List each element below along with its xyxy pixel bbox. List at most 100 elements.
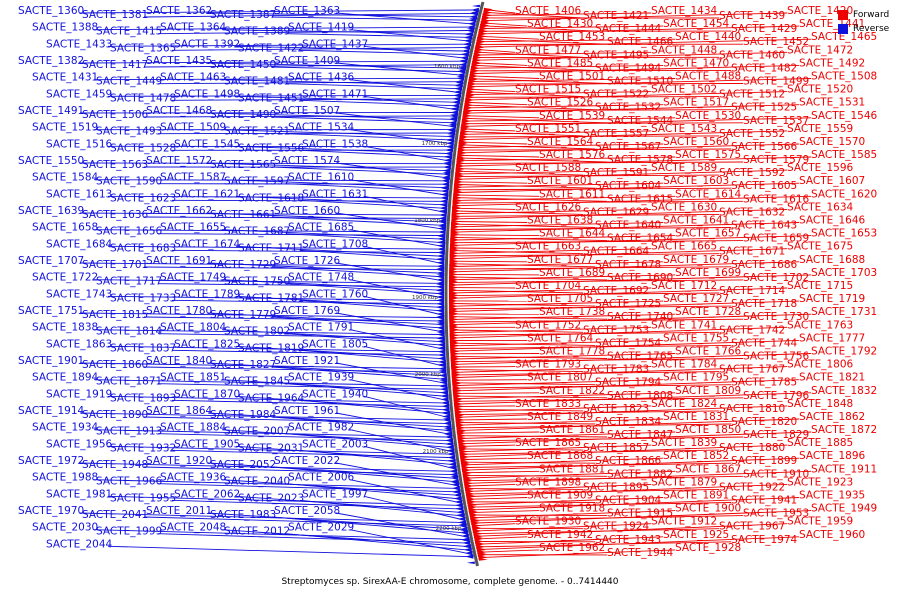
reverse-gene-label: SACTE_1913 bbox=[96, 426, 162, 438]
reverse-gene-label: SACTE_1687 bbox=[224, 226, 290, 238]
forward-connector bbox=[471, 497, 528, 500]
reverse-gene-label: SACTE_1388 bbox=[32, 22, 98, 34]
reverse-connector bbox=[235, 95, 454, 103]
forward-gene-label: SACTE_1430 bbox=[527, 18, 593, 30]
forward-connector bbox=[472, 88, 516, 93]
forward-connector bbox=[483, 25, 800, 35]
forward-gene-label: SACTE_1909 bbox=[527, 490, 593, 502]
forward-connector bbox=[460, 418, 528, 421]
reverse-connector bbox=[271, 66, 460, 72]
forward-gene-feature bbox=[470, 72, 479, 75]
forward-gene-label: SACTE_1959 bbox=[787, 516, 853, 528]
reverse-gene-label: SACTE_1435 bbox=[146, 55, 212, 67]
reverse-gene-label: SACTE_1825 bbox=[174, 338, 240, 350]
reverse-gene-feature bbox=[438, 219, 447, 222]
forward-gene-feature bbox=[449, 286, 458, 289]
forward-gene-label: SACTE_1588 bbox=[515, 162, 581, 174]
forward-gene-feature bbox=[449, 292, 458, 296]
reverse-gene-feature bbox=[441, 182, 450, 187]
reverse-gene-label: SACTE_1437 bbox=[302, 38, 368, 50]
reverse-gene-feature bbox=[436, 325, 445, 330]
forward-gene-feature bbox=[463, 478, 473, 481]
forward-gene-label: SACTE_1557 bbox=[583, 128, 649, 140]
legend-swatch-forward bbox=[838, 10, 848, 20]
reverse-gene-feature bbox=[440, 401, 449, 404]
reverse-gene-feature bbox=[466, 561, 475, 564]
forward-gene-label: SACTE_1881 bbox=[539, 463, 605, 475]
forward-connector bbox=[456, 208, 788, 220]
forward-gene-label: SACTE_1702 bbox=[743, 272, 809, 284]
forward-gene-feature bbox=[456, 423, 466, 427]
forward-gene-label: SACTE_1576 bbox=[539, 149, 606, 161]
reverse-connector bbox=[349, 379, 443, 400]
forward-gene-feature bbox=[480, 23, 490, 27]
reverse-connector bbox=[271, 116, 451, 124]
reverse-gene-label: SACTE_1804 bbox=[160, 322, 227, 334]
reverse-connector bbox=[143, 12, 473, 18]
reverse-gene-label: SACTE_1493 bbox=[96, 126, 162, 138]
reverse-gene-feature bbox=[470, 11, 479, 14]
reverse-connector bbox=[335, 162, 444, 178]
forward-connector bbox=[459, 405, 652, 413]
reverse-gene-feature bbox=[437, 241, 446, 244]
forward-connector bbox=[469, 102, 528, 106]
forward-gene-label: SACTE_1546 bbox=[811, 110, 878, 122]
reverse-gene-label: SACTE_1674 bbox=[174, 238, 241, 250]
forward-gene-label: SACTE_1785 bbox=[731, 377, 797, 389]
reverse-gene-label: SACTE_2012 bbox=[224, 526, 290, 538]
reverse-connector bbox=[335, 362, 442, 383]
forward-gene-label: SACTE_1755 bbox=[663, 332, 729, 344]
forward-gene-label: SACTE_1611 bbox=[539, 188, 605, 200]
reverse-gene-feature bbox=[448, 465, 457, 468]
forward-connector bbox=[468, 104, 664, 109]
forward-gene-label: SACTE_1703 bbox=[811, 267, 877, 279]
forward-connector bbox=[474, 64, 800, 74]
forward-gene-feature bbox=[450, 231, 460, 235]
reverse-gene-feature bbox=[436, 289, 444, 292]
forward-gene-label: SACTE_1867 bbox=[675, 463, 741, 475]
reverse-gene-label: SACTE_1726 bbox=[274, 255, 341, 267]
reverse-gene-label: SACTE_1655 bbox=[160, 222, 226, 234]
reverse-gene-feature bbox=[445, 445, 454, 450]
forward-connector bbox=[471, 483, 788, 497]
reverse-connector bbox=[299, 49, 463, 55]
reverse-gene-feature bbox=[440, 195, 448, 201]
forward-gene-feature bbox=[450, 359, 460, 363]
forward-gene-label: SACTE_1915 bbox=[607, 508, 673, 520]
forward-gene-feature bbox=[464, 104, 474, 107]
reverse-gene-feature bbox=[446, 449, 455, 452]
forward-connector bbox=[459, 169, 788, 180]
forward-gene-label: SACTE_1944 bbox=[607, 547, 674, 559]
forward-gene-feature bbox=[477, 36, 487, 42]
reverse-gene-feature bbox=[465, 33, 473, 36]
forward-connector bbox=[464, 444, 652, 453]
forward-gene-feature bbox=[466, 494, 476, 497]
forward-gene-label: SACTE_1930 bbox=[515, 516, 581, 528]
forward-gene-feature bbox=[478, 555, 488, 560]
reverse-gene-feature bbox=[453, 497, 462, 500]
forward-connector bbox=[459, 184, 596, 189]
reverse-gene-feature bbox=[470, 7, 479, 13]
forward-gene-feature bbox=[474, 535, 484, 539]
forward-gene-feature bbox=[467, 88, 477, 91]
forward-gene-label: SACTE_1465 bbox=[811, 31, 877, 43]
reverse-gene-label: SACTE_1707 bbox=[18, 255, 84, 267]
reverse-gene-feature bbox=[436, 331, 445, 334]
forward-connector bbox=[463, 431, 812, 445]
forward-gene-label: SACTE_1806 bbox=[787, 359, 854, 371]
reverse-connector bbox=[79, 112, 453, 114]
reverse-gene-label: SACTE_1506 bbox=[82, 109, 149, 121]
forward-connector bbox=[478, 51, 652, 56]
reverse-connector bbox=[221, 229, 440, 240]
reverse-gene-label: SACTE_1982 bbox=[288, 422, 354, 434]
forward-gene-feature bbox=[467, 500, 477, 504]
forward-gene-label: SACTE_1824 bbox=[651, 398, 718, 410]
forward-gene-feature bbox=[450, 343, 460, 347]
reverse-gene-label: SACTE_1750 bbox=[224, 276, 290, 288]
forward-connector bbox=[458, 392, 676, 400]
reverse-gene-feature bbox=[454, 499, 463, 505]
forward-gene-feature bbox=[461, 120, 471, 123]
forward-gene-feature bbox=[449, 254, 459, 257]
forward-gene-feature bbox=[449, 247, 459, 251]
